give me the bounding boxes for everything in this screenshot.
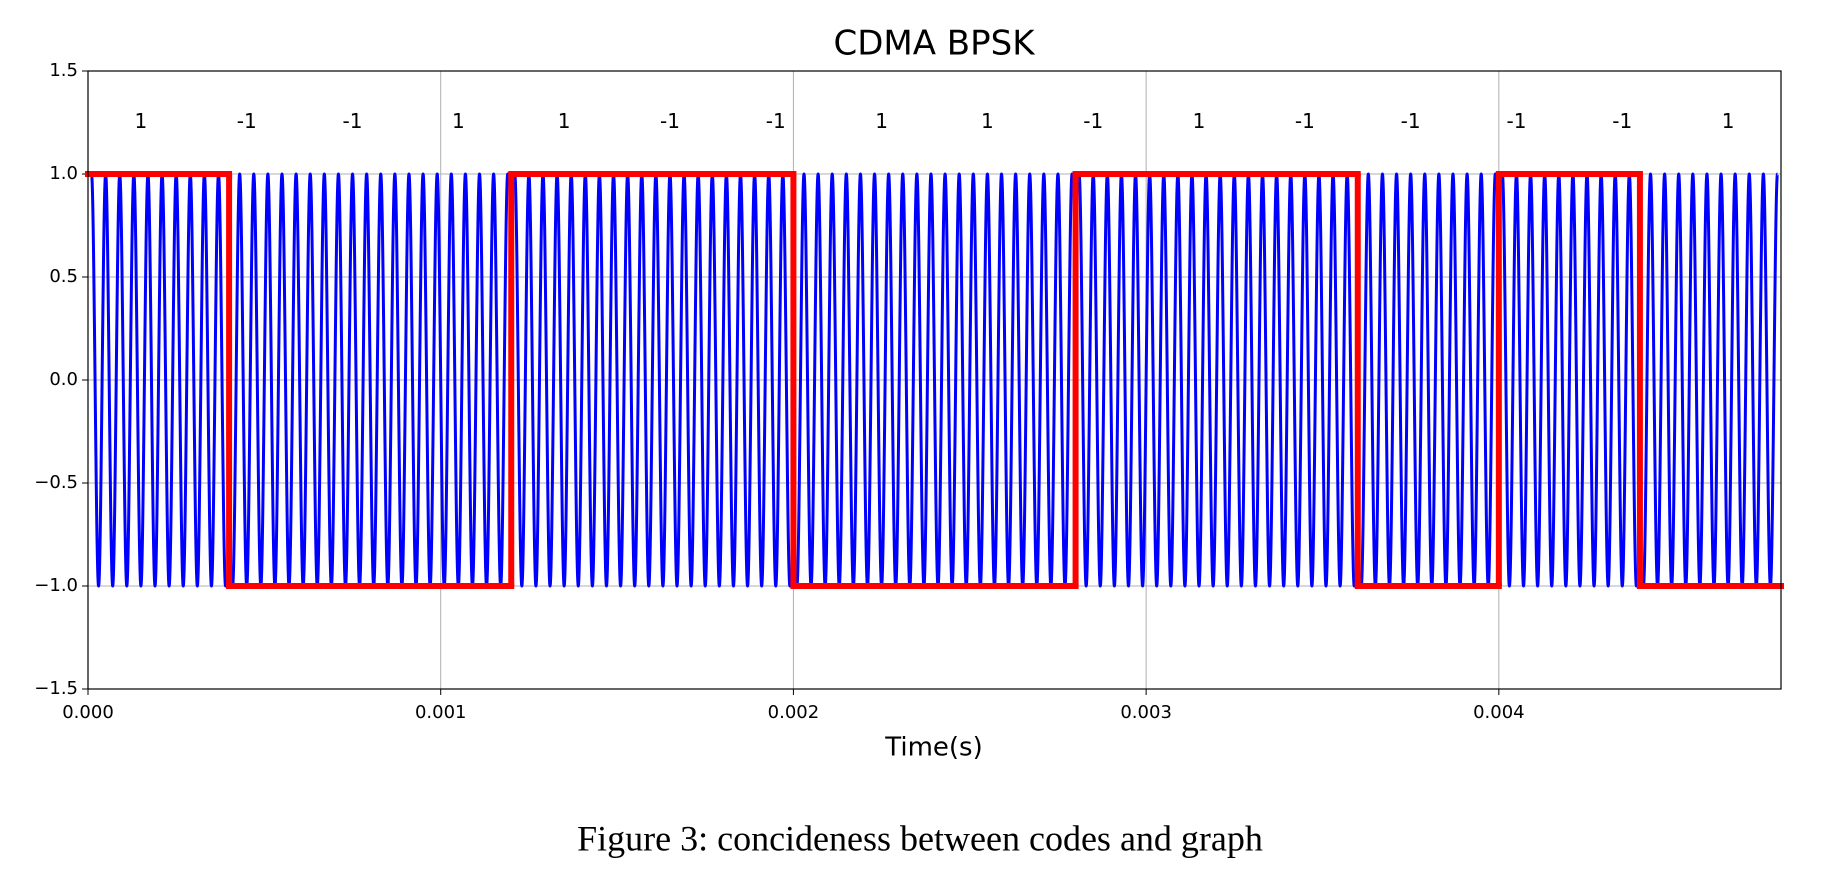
plot-frame: [87, 70, 1782, 690]
x-tick-label: 0.003: [1120, 702, 1172, 723]
figure-caption: Figure 3: concideness between codes and …: [577, 818, 1263, 858]
x-tick-label: 0.002: [768, 702, 820, 723]
code-label: 1: [981, 109, 994, 133]
code-label: -1: [1401, 109, 1421, 133]
y-tick-label: 1.0: [49, 163, 78, 184]
code-label: 1: [135, 109, 148, 133]
code-label: -1: [660, 109, 680, 133]
y-tick-label: 0.0: [49, 369, 78, 390]
y-tick-label: −0.5: [34, 472, 78, 493]
code-label: -1: [1506, 109, 1526, 133]
code-label: 1: [1722, 109, 1735, 133]
code-label: -1: [1083, 109, 1103, 133]
x-tick-label: 0.004: [1473, 702, 1525, 723]
x-tick-label: 0.000: [62, 702, 114, 723]
signal-line: [90, 172, 1779, 588]
code-label: -1: [766, 109, 786, 133]
code-label: -1: [1612, 109, 1632, 133]
code-label: -1: [343, 109, 363, 133]
y-tick-label: 0.5: [49, 266, 78, 287]
x-tick-label: 0.001: [415, 702, 467, 723]
code-label: -1: [237, 109, 257, 133]
code-label: 1: [875, 109, 888, 133]
y-tick-label: −1.0: [34, 575, 78, 596]
code-label: -1: [1295, 109, 1315, 133]
y-tick-label: 1.5: [49, 60, 78, 81]
code-label: 1: [452, 109, 465, 133]
y-tick-label: −1.5: [34, 678, 78, 699]
chart-title: CDMA BPSK: [833, 24, 1036, 64]
x-axis-label: Time(s): [884, 733, 982, 763]
code-label: 1: [1193, 109, 1206, 133]
code-label: 1: [558, 109, 571, 133]
